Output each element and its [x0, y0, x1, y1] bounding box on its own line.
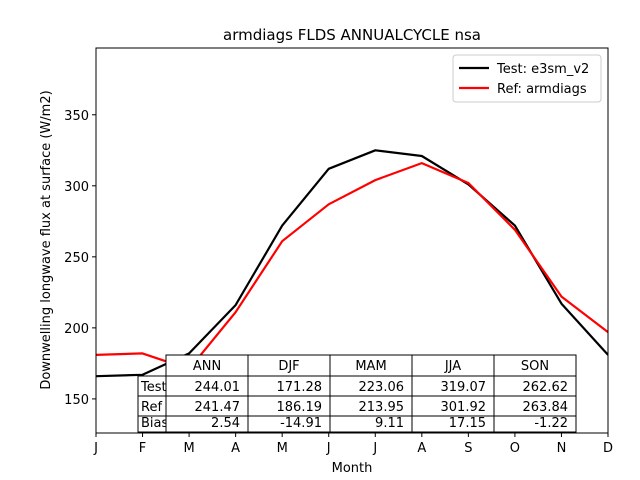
table-cell-value: -14.91: [280, 416, 322, 431]
table-row-label: Test: [140, 380, 167, 395]
x-tick-label: J: [326, 441, 331, 456]
table-column-header: JJA: [444, 359, 461, 374]
table-row-label: Ref: [141, 400, 162, 415]
table-cell-value: -1.22: [534, 416, 568, 431]
y-axis-label: Downwelling longwave flux at surface (W/…: [39, 90, 54, 389]
table-cell-value: 241.47: [195, 400, 241, 415]
y-tick-label: 250: [64, 251, 89, 266]
table-cell-value: 223.06: [359, 380, 405, 395]
table-column-header: MAM: [355, 359, 386, 374]
table-cell-value: 2.54: [211, 416, 240, 431]
table-cell-value: 263.84: [523, 400, 569, 415]
table-row-label: Bias: [141, 416, 168, 431]
table-cell-value: 171.28: [277, 380, 323, 395]
legend: Test: e3sm_v2 Ref: armdiags: [452, 54, 602, 103]
x-tick-label: O: [510, 441, 520, 456]
summary-table: ANN DJF MAM JJA SON Test 244.01 171.28 223.06 319…: [137, 354, 577, 433]
y-tick-label: 150: [64, 393, 89, 408]
y-tick-label: 300: [64, 180, 89, 195]
x-tick-label: M: [277, 441, 288, 456]
plot-frame: [95, 47, 609, 434]
x-tick-label: A: [417, 441, 426, 456]
table-cell-value: 9.11: [375, 416, 404, 431]
legend-box: [452, 54, 602, 103]
table-column-header: ANN: [193, 359, 221, 374]
x-tick-label: D: [603, 441, 613, 456]
x-tick-label: M: [183, 441, 194, 456]
x-tick-label: J: [93, 441, 98, 456]
table-cell-value: 319.07: [441, 380, 487, 395]
x-tick-label: S: [464, 441, 472, 456]
x-tick-label: A: [231, 441, 240, 456]
y-tick-label: 200: [64, 322, 89, 337]
table-cell-value: 213.95: [359, 400, 405, 415]
table-column-header: DJF: [278, 359, 299, 374]
y-tick-label: 350: [64, 109, 89, 124]
legend-entry-1: Ref: armdiags: [497, 82, 587, 97]
x-tick-label: F: [139, 441, 146, 456]
legend-entry-0: Test: e3sm_v2: [496, 62, 589, 77]
x-tick-label: N: [557, 441, 567, 456]
table-cell-value: 17.15: [449, 416, 486, 431]
chart-title: armdiags FLDS ANNUALCYCLE nsa: [223, 26, 481, 44]
x-tick-label: J: [372, 441, 377, 456]
y-axis: 150 200 250 300 350: [64, 109, 96, 408]
table-cell-value: 301.92: [441, 400, 487, 415]
table-cell-value: 262.62: [523, 380, 569, 395]
table-cell-value: 186.19: [277, 400, 323, 415]
table-column-header: SON: [521, 359, 549, 374]
table-cell: [493, 415, 577, 433]
table-cell-value: 244.01: [195, 380, 241, 395]
x-axis-label: Month: [332, 461, 373, 476]
